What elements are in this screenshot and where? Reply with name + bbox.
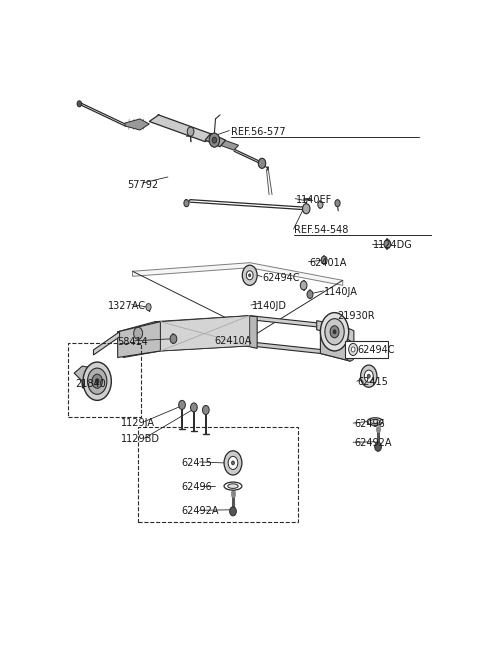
Circle shape [258,159,266,168]
Text: 1124DG: 1124DG [372,240,412,250]
Ellipse shape [371,419,380,424]
Circle shape [367,374,370,378]
Circle shape [209,133,219,147]
Circle shape [300,281,307,290]
Text: 57792: 57792 [127,179,158,189]
Circle shape [307,290,313,299]
Text: 58414: 58414 [118,337,148,347]
Circle shape [318,201,323,208]
Polygon shape [321,323,350,361]
Circle shape [170,334,177,343]
Text: REF.56-577: REF.56-577 [231,126,286,136]
FancyBboxPatch shape [345,341,388,358]
Polygon shape [74,366,90,381]
Text: 62496: 62496 [354,419,384,429]
Circle shape [384,240,391,248]
Circle shape [146,303,151,310]
Circle shape [184,200,189,207]
Polygon shape [250,342,350,361]
Circle shape [191,403,197,412]
Text: 62492A: 62492A [354,438,391,448]
Circle shape [351,347,355,352]
Circle shape [246,271,253,280]
Text: 1140EF: 1140EF [296,195,333,204]
Circle shape [228,457,238,470]
Text: 1140JD: 1140JD [252,301,287,311]
Circle shape [179,400,185,409]
Text: 62401A: 62401A [309,257,347,268]
Polygon shape [118,322,160,358]
Text: 62415: 62415 [181,458,212,468]
Circle shape [133,328,143,339]
Circle shape [325,319,344,345]
Polygon shape [317,321,354,343]
Circle shape [212,137,216,143]
Text: 21930R: 21930R [337,310,375,321]
Polygon shape [250,316,350,336]
Text: 1327AC: 1327AC [108,301,146,310]
Ellipse shape [228,484,238,489]
Circle shape [348,352,352,358]
Polygon shape [160,316,250,351]
Text: 62410A: 62410A [215,336,252,346]
Circle shape [83,362,111,400]
Circle shape [375,442,382,451]
Circle shape [346,349,355,361]
Circle shape [249,274,251,277]
Circle shape [302,204,310,214]
Text: 62415: 62415 [358,377,388,387]
Circle shape [364,370,373,383]
Circle shape [330,326,339,338]
Polygon shape [155,316,253,326]
Text: 62492A: 62492A [181,506,218,516]
Circle shape [231,461,234,465]
Text: 62494C: 62494C [358,345,395,355]
Text: 1140JA: 1140JA [324,287,358,297]
Text: 21840: 21840 [75,379,106,388]
Ellipse shape [367,418,383,425]
Circle shape [333,329,336,334]
Circle shape [229,507,236,516]
Text: 1129BD: 1129BD [121,434,160,444]
Polygon shape [94,332,120,355]
Polygon shape [220,140,239,150]
Polygon shape [246,316,257,348]
Polygon shape [132,263,343,286]
Text: 62494C: 62494C [263,273,300,283]
Circle shape [96,379,99,384]
Circle shape [321,312,348,351]
Circle shape [360,365,377,387]
Circle shape [348,343,358,356]
Polygon shape [160,342,250,351]
Circle shape [187,127,194,136]
Circle shape [321,256,327,264]
Polygon shape [125,119,149,130]
Text: 1129JA: 1129JA [121,418,156,428]
Circle shape [87,368,107,394]
Circle shape [242,265,257,286]
Circle shape [203,405,209,415]
Circle shape [77,101,82,107]
Polygon shape [205,134,226,147]
Circle shape [92,374,102,388]
Ellipse shape [224,482,242,490]
Polygon shape [123,347,160,358]
Text: REF.54-548: REF.54-548 [294,225,349,235]
Circle shape [335,200,340,207]
Text: 62496: 62496 [181,482,212,492]
Polygon shape [118,322,160,336]
Polygon shape [149,115,215,141]
Circle shape [224,451,242,475]
